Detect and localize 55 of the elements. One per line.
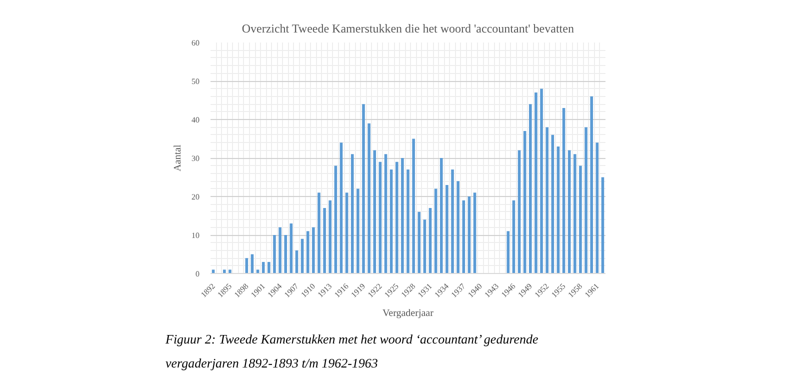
x-tick-label: 1931	[416, 282, 434, 300]
x-tick-label: 1901	[249, 282, 267, 300]
bar	[284, 235, 287, 274]
bar	[590, 96, 593, 274]
bar	[540, 88, 543, 274]
bar	[373, 150, 376, 274]
bar	[384, 154, 388, 274]
bar	[268, 262, 270, 274]
y-tick-label: 10	[192, 231, 200, 240]
y-axis-title: Aantal	[172, 144, 184, 172]
bar	[440, 158, 443, 274]
bar	[462, 200, 466, 274]
bar	[584, 127, 588, 274]
y-tick-label: 30	[192, 154, 200, 163]
y-tick-label: 60	[192, 38, 200, 48]
bar	[596, 142, 599, 274]
bar	[523, 131, 526, 274]
y-tick-label: 20	[192, 192, 200, 202]
bar	[312, 227, 315, 274]
x-tick-label: 1943	[482, 282, 501, 300]
bar	[579, 166, 582, 274]
bar	[340, 142, 343, 274]
bar	[362, 104, 365, 274]
bar	[446, 184, 448, 274]
x-axis-title: Vergaderjaar	[382, 308, 434, 320]
bar	[451, 170, 454, 274]
bar	[562, 108, 566, 274]
bar	[574, 154, 576, 274]
bar	[418, 212, 421, 274]
y-tick-label: 40	[192, 116, 200, 124]
bar	[223, 270, 226, 274]
bar	[395, 162, 398, 274]
chart-title: Overzicht Tweede Kamerstukken die het woord 'accountant' bevatten	[242, 22, 574, 36]
bar	[529, 104, 532, 274]
y-tick-label: 50	[192, 77, 200, 86]
bar	[546, 127, 548, 274]
bar	[368, 123, 370, 274]
bar	[412, 138, 415, 274]
bar	[328, 200, 332, 274]
bar	[350, 154, 354, 274]
bar	[318, 192, 320, 274]
bar	[228, 270, 232, 274]
x-tick-label: 1961	[583, 282, 601, 300]
bar	[456, 181, 460, 274]
bar	[273, 235, 276, 274]
bar	[401, 158, 404, 274]
y-tick-label: 0	[196, 270, 200, 278]
bar	[406, 170, 410, 274]
bar	[356, 188, 360, 274]
bar	[534, 92, 538, 274]
bar	[334, 166, 338, 274]
bar	[278, 227, 282, 274]
bar	[306, 231, 310, 274]
bar	[323, 208, 326, 274]
text: Figuur 2: Tweede Kamerstukken met het woord ‘accountant’ gedurende vergaderjaren 1892-1893 t/m 1962-1963	[164, 332, 539, 370]
